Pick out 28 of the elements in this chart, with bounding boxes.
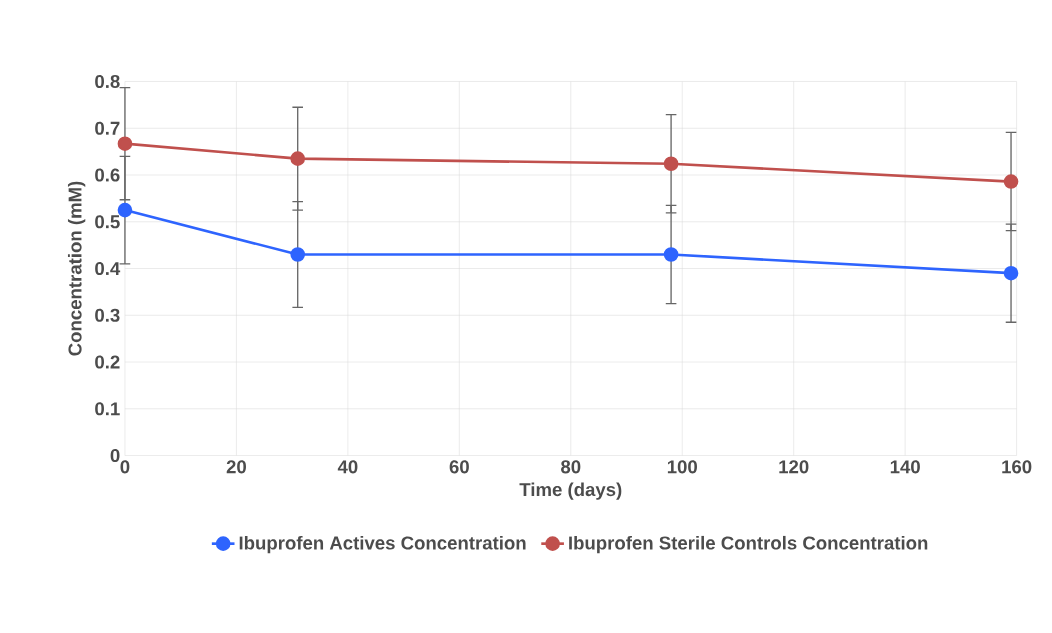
x-tick-label: 120: [779, 460, 809, 474]
y-tick-label: 0.7: [95, 121, 120, 135]
x-tick-label: 60: [449, 460, 469, 474]
point: [663, 246, 679, 262]
y-tick-label: 0.5: [95, 214, 120, 229]
point: [290, 246, 306, 262]
y-tick-label: 0.3: [95, 308, 120, 322]
point: [1003, 265, 1019, 281]
point: [1003, 174, 1019, 189]
x-tick-label: 40: [337, 460, 358, 474]
y-axis-title: Concentration (mM): [67, 181, 86, 356]
x-tick-label: 100: [667, 460, 697, 474]
x-tick-label: 160: [1002, 460, 1032, 474]
x-tick-label: 20: [226, 460, 246, 474]
legend-label: Ibuprofen Actives Concentration: [239, 535, 526, 554]
point: [290, 151, 306, 166]
x-tick-label: 80: [561, 460, 581, 474]
legend-label: Ibuprofen Sterile Controls Concentration: [569, 535, 928, 554]
y-tick-label: 0.2: [95, 355, 120, 369]
y-tick-label: 0: [110, 448, 120, 462]
y-tick-label: 0.6: [95, 168, 120, 182]
x-tick-label: 140: [890, 460, 920, 474]
y-tick-label: 0.1: [95, 402, 120, 416]
x-tick-label: 0: [120, 460, 130, 474]
y-tick-label: 0.4: [95, 261, 121, 275]
point: [663, 156, 679, 171]
y-tick-label: 0.8: [95, 74, 120, 88]
x-axis-title: Time (days): [519, 482, 622, 500]
